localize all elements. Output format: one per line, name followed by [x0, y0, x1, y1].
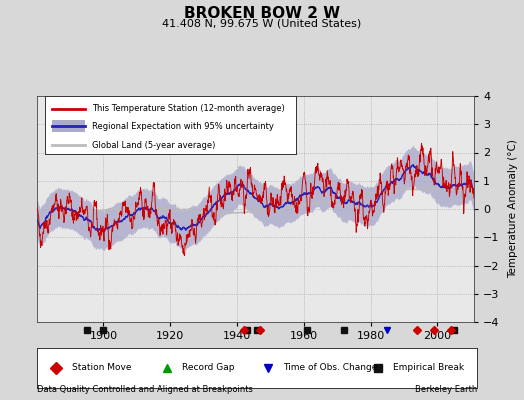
Text: Time of Obs. Change: Time of Obs. Change	[283, 364, 378, 372]
Text: Station Move: Station Move	[72, 364, 132, 372]
Text: This Temperature Station (12-month average): This Temperature Station (12-month avera…	[92, 104, 285, 113]
Text: Regional Expectation with 95% uncertainty: Regional Expectation with 95% uncertaint…	[92, 122, 274, 131]
Text: BROKEN BOW 2 W: BROKEN BOW 2 W	[184, 6, 340, 21]
Text: Record Gap: Record Gap	[182, 364, 234, 372]
Y-axis label: Temperature Anomaly (°C): Temperature Anomaly (°C)	[508, 140, 518, 278]
Text: Global Land (5-year average): Global Land (5-year average)	[92, 141, 216, 150]
Text: 41.408 N, 99.675 W (United States): 41.408 N, 99.675 W (United States)	[162, 18, 362, 28]
Text: Berkeley Earth: Berkeley Earth	[414, 385, 477, 394]
Text: Empirical Break: Empirical Break	[393, 364, 464, 372]
Bar	[52, 120, 85, 132]
Text: Data Quality Controlled and Aligned at Breakpoints: Data Quality Controlled and Aligned at B…	[37, 385, 253, 394]
